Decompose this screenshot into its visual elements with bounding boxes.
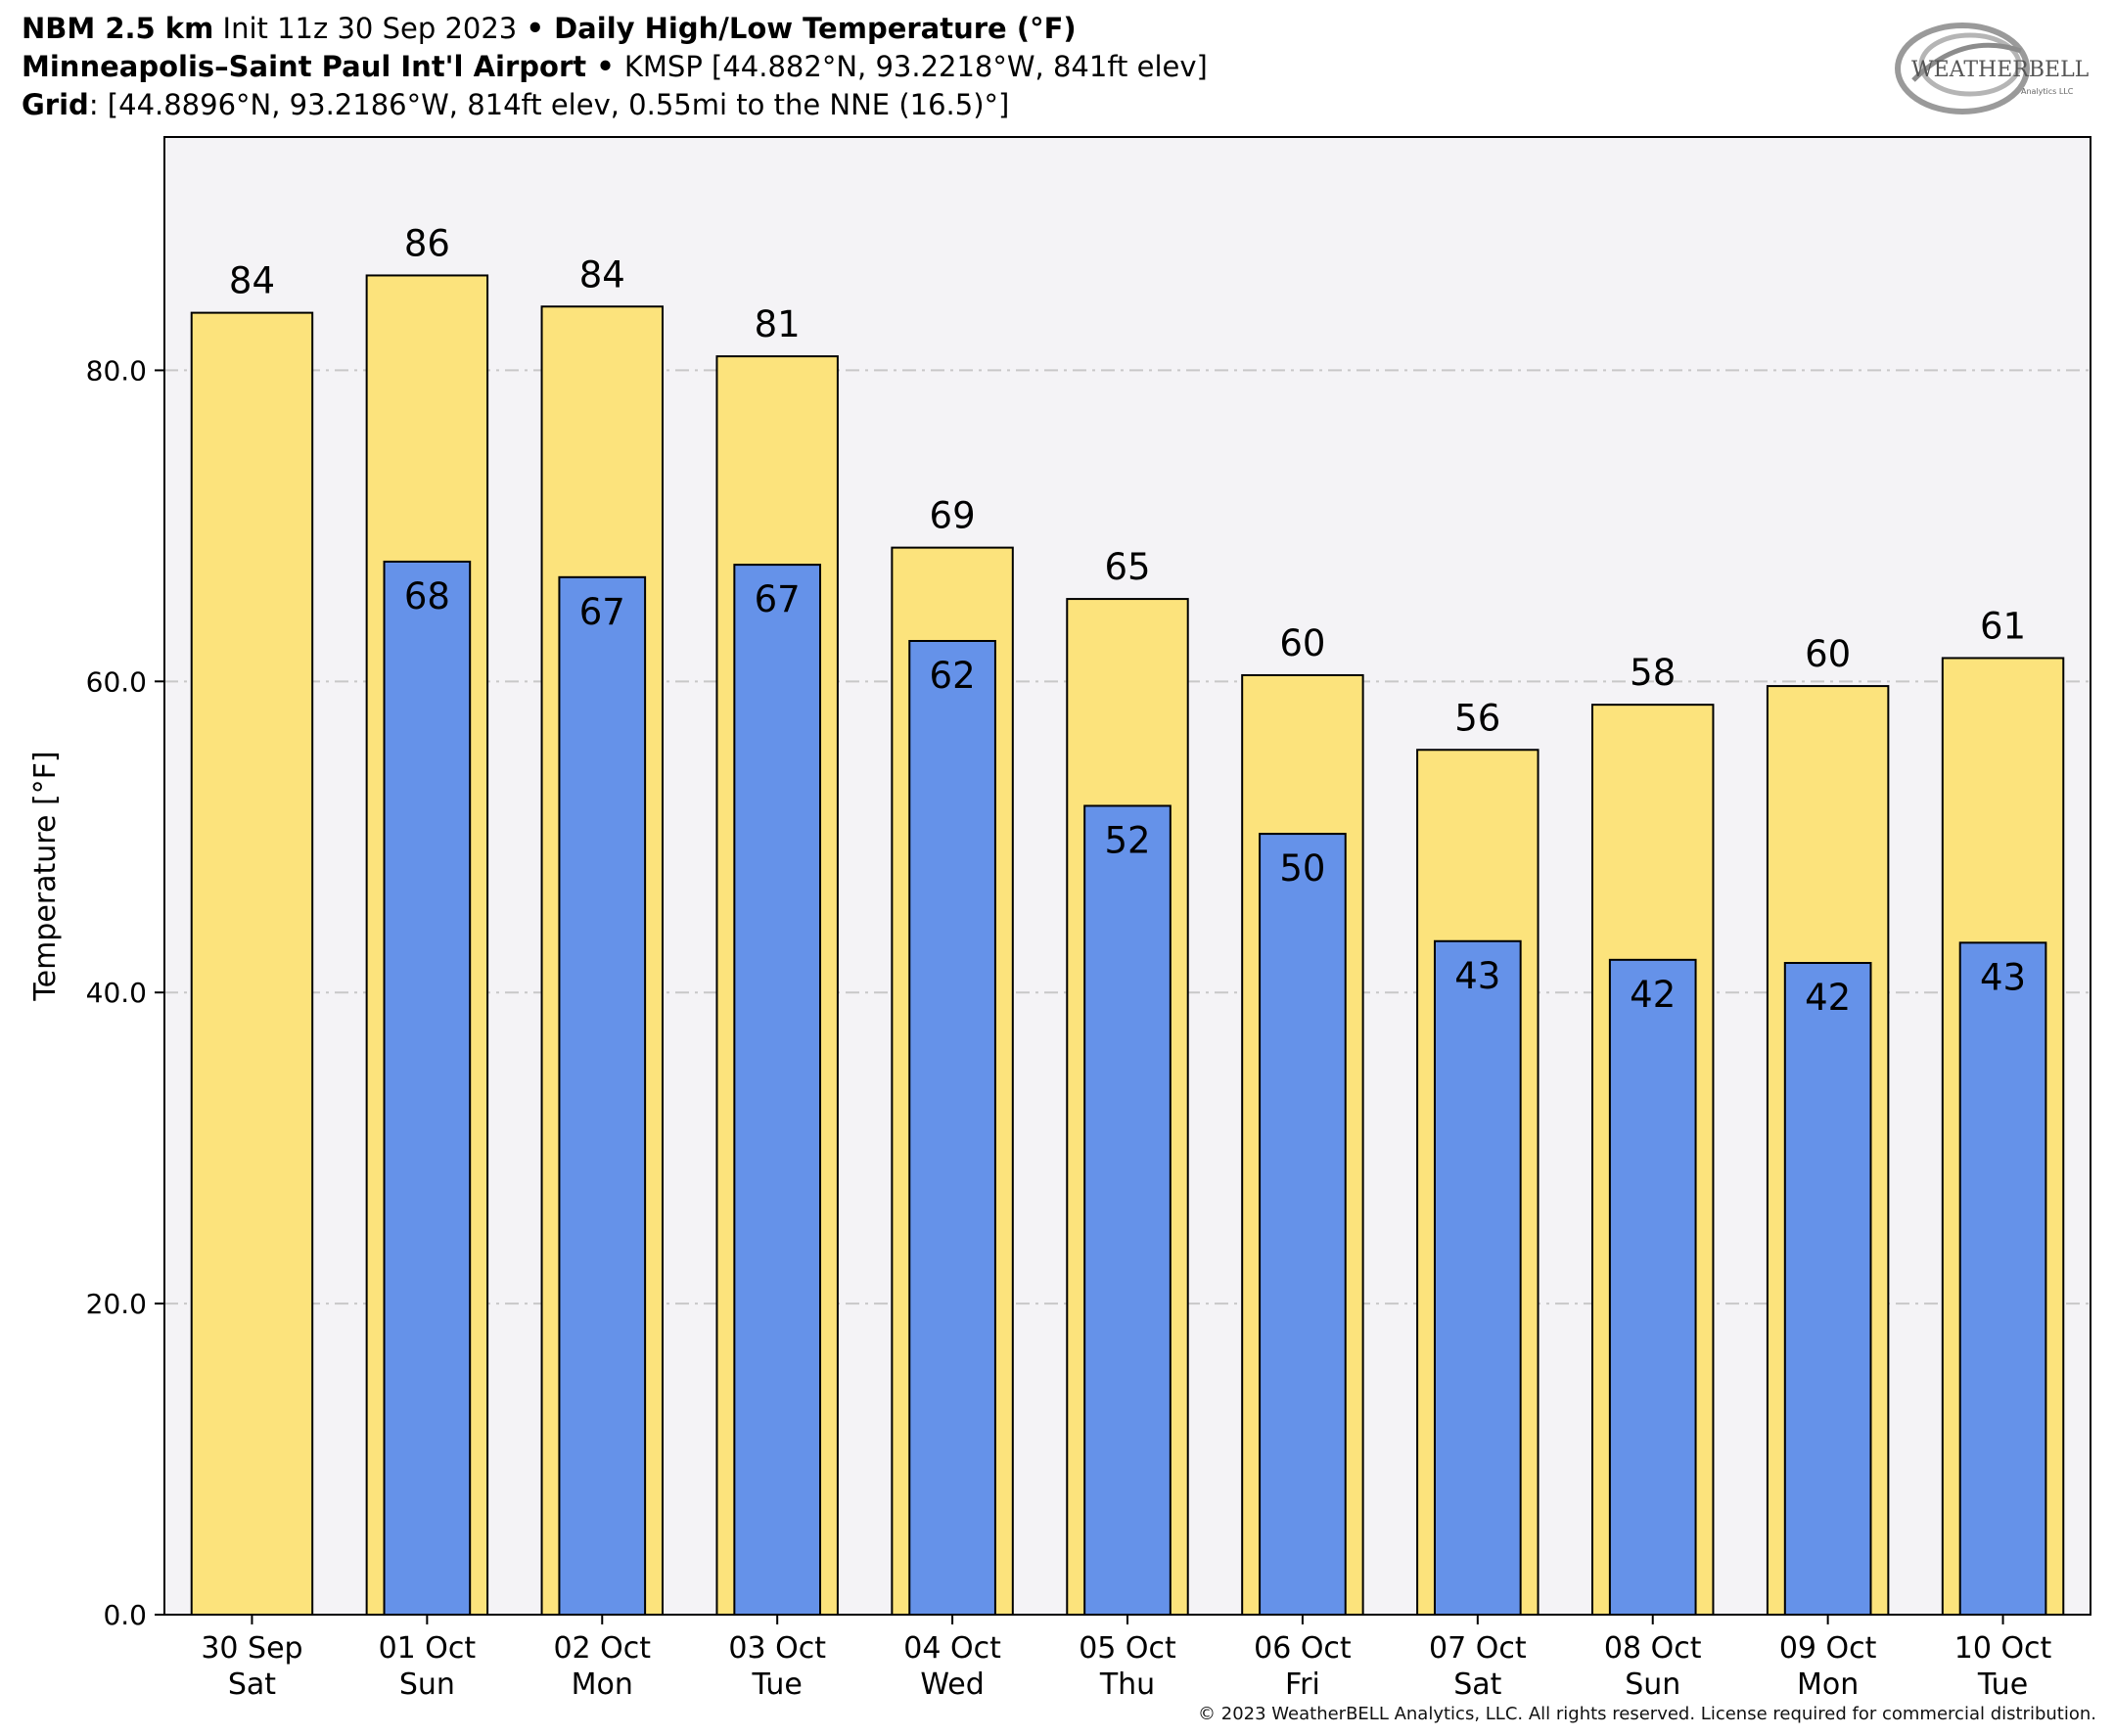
- station-details: KMSP [44.882°N, 93.2218°W, 841ft elev]: [623, 50, 1208, 83]
- x-tick-weekday: Tue: [752, 1667, 803, 1702]
- x-tick-date: 07 Oct: [1429, 1631, 1527, 1666]
- logo-subtext: Analytics LLC: [2021, 87, 2074, 96]
- low-temp-label: 68: [404, 575, 450, 617]
- high-temp-bar: [190, 311, 314, 1617]
- high-temp-label: 86: [404, 222, 450, 264]
- low-temp-label: 43: [1454, 955, 1500, 997]
- y-tick-label: 20.0: [86, 1288, 147, 1320]
- y-tick-label: 80.0: [86, 354, 147, 387]
- x-tick-weekday: Thu: [1099, 1667, 1155, 1702]
- high-temp-label: 58: [1630, 652, 1676, 694]
- x-tick-date: 02 Oct: [553, 1631, 651, 1666]
- x-tick-date: 03 Oct: [728, 1631, 826, 1666]
- high-temp-label: 56: [1454, 697, 1500, 739]
- title-line-2: Minneapolis–Saint Paul Int'l Airport • K…: [22, 50, 1208, 84]
- title-line-3: Grid: [44.8896°N, 93.2186°W, 814ft elev,…: [22, 88, 1009, 122]
- logo-text: WEATHERBELL: [1911, 58, 2090, 82]
- x-tick-date: 10 Oct: [1954, 1631, 2052, 1666]
- x-tick-weekday: Fri: [1285, 1667, 1320, 1702]
- low-temp-label: 43: [1980, 956, 2026, 998]
- low-temp-bar: [558, 575, 647, 1616]
- low-temp-bar: [1083, 804, 1172, 1616]
- init-time: Init 11z 30 Sep 2023: [213, 12, 527, 45]
- low-temp-label: 67: [579, 591, 625, 633]
- high-temp-label: 60: [1279, 622, 1325, 664]
- x-tick-weekday: Tue: [1977, 1667, 2028, 1702]
- y-tick-label: 0.0: [103, 1599, 147, 1631]
- station-separator: •: [586, 50, 624, 83]
- x-tick-date: 09 Oct: [1779, 1631, 1877, 1666]
- low-temp-bar: [1958, 941, 2047, 1616]
- high-temp-label: 81: [755, 303, 801, 345]
- low-temp-label: 42: [1805, 977, 1851, 1019]
- y-tick-label: 60.0: [86, 665, 147, 698]
- x-tick-date: 08 Oct: [1604, 1631, 1702, 1666]
- title-line-1: NBM 2.5 km Init 11z 30 Sep 2023 • Daily …: [22, 12, 1077, 46]
- x-tick-date: 30 Sep: [201, 1631, 302, 1666]
- low-temp-bar: [733, 564, 822, 1617]
- high-temp-label: 65: [1104, 546, 1150, 588]
- low-temp-bar: [908, 639, 996, 1616]
- low-temp-label: 42: [1630, 974, 1676, 1016]
- x-tick-weekday: Mon: [572, 1667, 633, 1702]
- x-tick-date: 05 Oct: [1079, 1631, 1176, 1666]
- low-temp-label: 50: [1279, 847, 1325, 890]
- high-temp-label: 61: [1980, 605, 2026, 647]
- model-name: NBM 2.5 km: [22, 12, 214, 45]
- title-separator: •: [526, 12, 545, 45]
- high-temp-label: 69: [930, 495, 976, 537]
- x-tick-weekday: Sun: [399, 1667, 455, 1702]
- x-tick-date: 01 Oct: [379, 1631, 477, 1666]
- grid-details: : [44.8896°N, 93.2186°W, 814ft elev, 0.5…: [88, 88, 1010, 121]
- low-temp-bar: [1608, 958, 1697, 1616]
- x-tick-weekday: Sat: [1453, 1667, 1501, 1702]
- x-tick-date: 06 Oct: [1254, 1631, 1352, 1666]
- copyright-footer: © 2023 WeatherBELL Analytics, LLC. All r…: [1198, 1704, 2096, 1724]
- y-tick-label: 40.0: [86, 977, 147, 1009]
- low-temp-bar: [1259, 833, 1347, 1616]
- x-tick-weekday: Sun: [1625, 1667, 1680, 1702]
- station-name: Minneapolis–Saint Paul Int'l Airport: [22, 50, 587, 83]
- bars: 84 86 68 84 67 81 67 69 62 65 52 60 50 56 43 58 42 60 42 61…: [190, 222, 2065, 1617]
- weatherbell-logo: WEATHERBELL Analytics LLC: [1895, 23, 2090, 114]
- low-temp-bar: [383, 560, 472, 1617]
- high-temp-label: 84: [229, 260, 275, 302]
- x-tick-weekday: Wed: [920, 1667, 984, 1702]
- x-tick-weekday: Sat: [228, 1667, 276, 1702]
- product-title: Daily High/Low Temperature (°F): [544, 12, 1077, 45]
- y-axis-label: Temperature [°F]: [28, 751, 63, 1001]
- high-temp-label: 84: [579, 253, 625, 296]
- x-tick-weekday: Mon: [1797, 1667, 1859, 1702]
- grid-label: Grid: [22, 88, 89, 121]
- low-temp-label: 52: [1104, 819, 1150, 861]
- low-temp-label: 67: [755, 578, 801, 620]
- low-temp-bar: [1433, 939, 1522, 1616]
- low-temp-label: 62: [930, 655, 976, 697]
- high-temp-label: 60: [1805, 633, 1851, 675]
- x-tick-date: 04 Oct: [903, 1631, 1001, 1666]
- low-temp-bar: [1783, 962, 1872, 1616]
